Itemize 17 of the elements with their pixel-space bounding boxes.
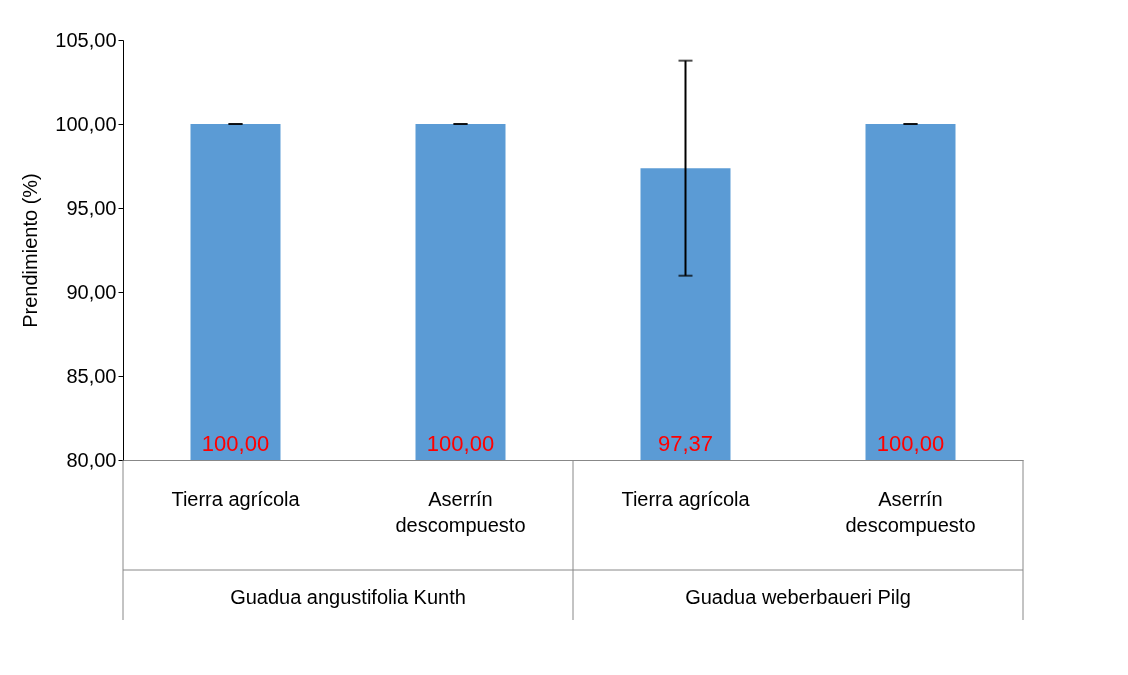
text: Guadua weberbaueri Pilg: [685, 586, 911, 608]
y-tick-label: 90,00: [66, 280, 117, 303]
data-label: 97,37: [657, 431, 714, 456]
text: Guadua angustifolia Kunth: [230, 586, 466, 608]
y-tick-label: 80,00: [66, 448, 117, 471]
data-label: 100,00: [201, 431, 270, 456]
x-tick-label: Tierra agrícola: [171, 488, 301, 510]
x-tick-label: Aserrín descompuesto: [845, 488, 976, 536]
y-tick-label: 95,00: [66, 196, 117, 219]
data-label: 100,00: [426, 431, 495, 456]
y-axis-title: Prendimiento (%): [19, 173, 42, 328]
y-tick-label: 85,00: [66, 364, 117, 387]
x-tick-label: Aserrín descompuesto: [395, 488, 526, 536]
y-tick-label: 100,00: [55, 112, 117, 135]
data-label: 100,00: [876, 431, 945, 456]
x-tick-label: Tierra agrícola: [621, 488, 751, 510]
y-tick-label: 105,00: [55, 28, 117, 51]
